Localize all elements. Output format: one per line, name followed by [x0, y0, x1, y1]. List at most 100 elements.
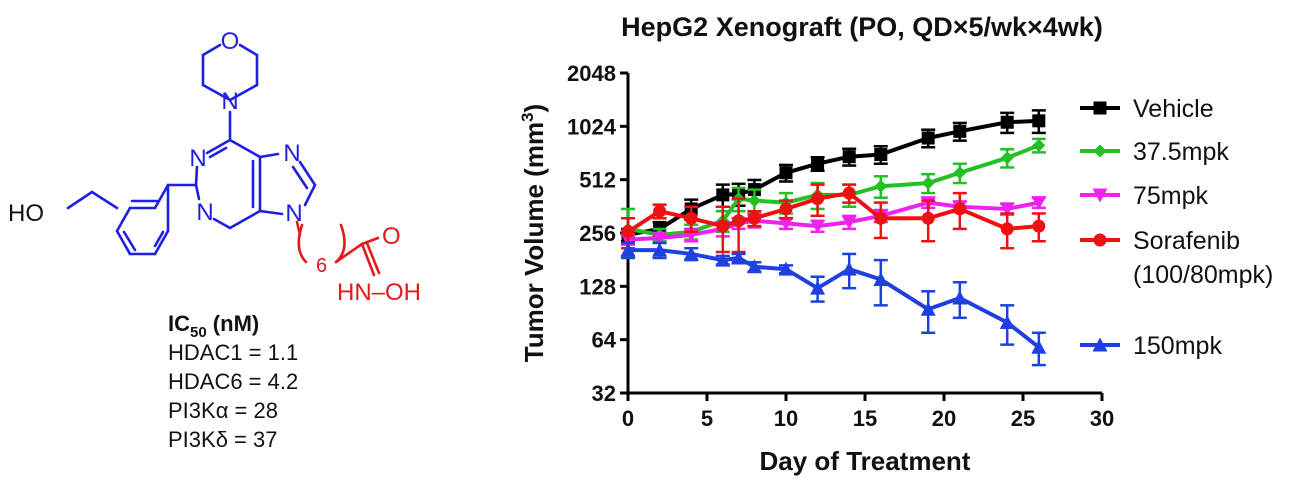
error-bar — [952, 200, 967, 214]
error-bar — [747, 178, 762, 202]
data-point — [842, 188, 856, 202]
atom-n3: N — [196, 199, 213, 226]
y-tick-label: 1024 — [567, 114, 617, 139]
error-bar — [747, 209, 762, 228]
x-axis-label: Day of Treatment — [760, 446, 971, 476]
y-tick-label: 256 — [579, 221, 616, 246]
error-bar — [684, 223, 699, 241]
data-point — [653, 222, 667, 236]
error-bar — [921, 199, 936, 243]
y-tick-label: 32 — [592, 381, 616, 406]
data-point — [779, 166, 793, 180]
data-point — [920, 301, 936, 316]
error-bar — [952, 162, 967, 185]
y-tick-label: 2048 — [567, 61, 616, 86]
series-line — [627, 200, 1040, 242]
error-bar — [921, 128, 936, 149]
x-tick-label: 0 — [622, 406, 634, 431]
data-point — [683, 246, 699, 261]
data-point — [921, 131, 935, 145]
data-point — [999, 314, 1015, 329]
error-bar — [747, 188, 762, 215]
series-line — [626, 191, 1039, 234]
data-point — [732, 192, 746, 206]
atom-o-morpholine: O — [221, 28, 240, 55]
data-point — [1031, 339, 1047, 354]
error-bar — [810, 183, 825, 218]
data-point — [747, 194, 761, 208]
data-point — [953, 166, 967, 180]
x-tick-label: 10 — [774, 406, 798, 431]
error-bar — [842, 183, 857, 209]
data-point — [779, 202, 793, 216]
error-bar — [731, 197, 746, 254]
error-bar — [684, 198, 699, 221]
error-bar — [921, 196, 936, 210]
legend-label: 75mpk — [1133, 182, 1209, 210]
series-vehicle — [621, 109, 1046, 243]
data-point — [842, 186, 856, 200]
error-bar — [952, 280, 967, 320]
data-point — [746, 214, 762, 229]
data-point — [873, 271, 889, 286]
error-bar — [715, 183, 730, 209]
x-tick-label: 30 — [1090, 406, 1114, 431]
legend-item: 37.5mpk — [1080, 138, 1229, 166]
data-point — [810, 280, 826, 295]
linker-subscript: 6 — [316, 255, 327, 277]
legend-label: 37.5mpk — [1133, 138, 1229, 166]
error-bar — [842, 147, 857, 167]
error-bar — [873, 201, 888, 240]
error-bar — [731, 252, 746, 264]
error-bar — [652, 203, 667, 220]
atom-n7: N — [283, 140, 300, 167]
series-line — [627, 118, 1039, 237]
data-point — [1000, 115, 1014, 129]
error-bar — [621, 241, 635, 260]
error-bar — [1031, 137, 1046, 154]
data-point — [621, 225, 635, 239]
data-point — [810, 219, 826, 234]
series-line — [628, 248, 1041, 349]
data-point — [953, 202, 967, 216]
data-point — [1000, 151, 1014, 165]
linker-bonds — [295, 220, 381, 277]
error-bar — [952, 191, 967, 231]
data-point — [1031, 196, 1047, 211]
error-bar — [1031, 212, 1046, 243]
error-bar — [952, 121, 967, 142]
error-bar — [747, 261, 762, 273]
error-bar — [715, 254, 730, 266]
data-point — [842, 150, 856, 164]
atom-o-amide: O — [382, 223, 401, 250]
data-point — [1032, 138, 1046, 152]
data-point — [841, 215, 857, 230]
x-tick-label: 20 — [932, 406, 956, 431]
data-point — [621, 228, 635, 242]
data-point — [652, 242, 668, 257]
error-bar — [747, 213, 762, 229]
data-point — [731, 250, 747, 265]
atom-n1: N — [189, 145, 206, 172]
atom-n9: N — [285, 200, 302, 227]
error-bar — [621, 207, 635, 258]
data-point — [747, 211, 761, 225]
data-point — [811, 157, 825, 171]
ic50-heading: IC50 (nM) — [168, 311, 259, 341]
data-point — [952, 200, 968, 215]
data-point — [1000, 222, 1014, 236]
error-bar — [715, 220, 730, 238]
legend-label: Sorafenib — [1133, 227, 1240, 255]
data-point — [779, 196, 793, 210]
data-point — [731, 216, 747, 231]
data-point — [684, 225, 698, 239]
legend-marker — [1093, 233, 1107, 247]
legend-item: 75mpk — [1080, 182, 1209, 210]
error-bar — [684, 227, 699, 243]
axes: 32 64 128 256 512 1024 2048 0 5 10 15 20 25 30 — [567, 61, 1114, 431]
legend-label: Vehicle — [1133, 95, 1214, 123]
data-point — [746, 259, 762, 274]
data-point — [652, 231, 668, 246]
y-tick-label: 512 — [579, 168, 616, 193]
